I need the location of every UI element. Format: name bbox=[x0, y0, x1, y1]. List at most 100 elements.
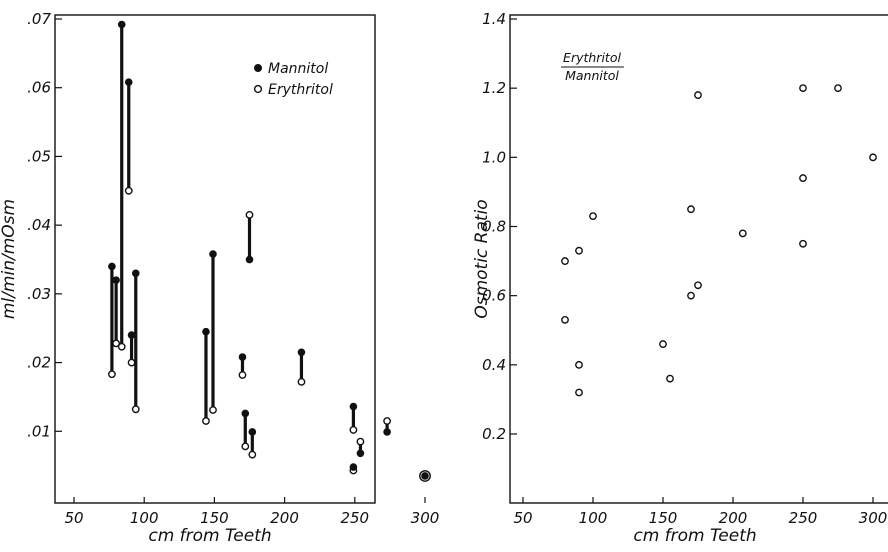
right-y-tick-label: 1.0 bbox=[482, 148, 506, 166]
mannitol-point bbox=[248, 428, 257, 436]
mannitol-point bbox=[131, 269, 140, 278]
legend-mannitol-marker bbox=[254, 63, 263, 72]
ratio-point bbox=[799, 84, 807, 93]
erythritol-point bbox=[383, 417, 391, 425]
ratio-annotation: Erythritol Mannitol bbox=[561, 50, 624, 83]
right-y-tick-label: 0.2 bbox=[482, 425, 506, 443]
left-legend: Mannitol Erythritol bbox=[253, 61, 333, 98]
left-y-tick-label: .03 bbox=[27, 285, 51, 303]
erythritol-point bbox=[202, 417, 210, 425]
mannitol-point bbox=[209, 250, 217, 258]
right-y-tick-label: 0.4 bbox=[482, 356, 506, 374]
left-chart: 50 100 150 200 250 300 .01.02.03.04.05.06.07 … bbox=[0, 10, 439, 546]
mannitol-point bbox=[297, 348, 306, 357]
mannitol-point bbox=[127, 331, 136, 339]
erythritol-point bbox=[245, 210, 254, 219]
right-x-tick-label: 300 bbox=[859, 509, 888, 527]
mannitol-point bbox=[245, 255, 254, 264]
left-x-tick-label: 300 bbox=[411, 509, 440, 527]
left-x-axis: 50 100 150 200 250 300 bbox=[64, 497, 439, 527]
erythritol-point bbox=[238, 371, 247, 379]
legend-erythritol-label: Erythritol bbox=[268, 82, 333, 98]
left-y-axis: .01 .02 .03 .04 .05 .06 .07 bbox=[27, 10, 62, 440]
ratio-numerator: Erythritol bbox=[563, 50, 621, 65]
ratio-denominator: Mannitol bbox=[565, 68, 619, 83]
mannitol-point bbox=[349, 463, 358, 471]
mannitol-point bbox=[383, 428, 391, 436]
left-x-tick-label: 50 bbox=[64, 509, 83, 527]
ratio-point bbox=[738, 229, 747, 238]
right-y-axis-title: Osmotic Ratio bbox=[472, 199, 492, 318]
left-y-tick-label: .01 bbox=[27, 422, 51, 440]
ratio-point bbox=[561, 257, 569, 265]
ratio-point bbox=[687, 291, 695, 300]
erythritol-point bbox=[356, 437, 365, 446]
mannitol-point bbox=[117, 20, 126, 29]
mannitol-point bbox=[349, 402, 358, 411]
erythritol-point bbox=[248, 450, 257, 459]
mannitol-point bbox=[238, 353, 247, 361]
right-y-tick-label: 1.4 bbox=[482, 10, 506, 28]
left-x-tick-label: 250 bbox=[340, 509, 369, 527]
erythritol-point bbox=[117, 342, 126, 351]
right-x-tick-label: 200 bbox=[719, 509, 748, 527]
ratio-point bbox=[561, 315, 569, 324]
right-x-tick-label: 250 bbox=[789, 509, 818, 527]
left-points bbox=[108, 20, 431, 482]
erythritol-point bbox=[297, 377, 306, 386]
ratio-point bbox=[799, 174, 807, 182]
ratio-point bbox=[687, 205, 695, 214]
right-y-axis: 0.2 0.4 0.6 0.8 1.0 1.2 1.4 bbox=[482, 10, 517, 443]
ratio-point bbox=[834, 84, 842, 93]
mannitol-point bbox=[241, 409, 250, 418]
mannitol-point bbox=[108, 262, 116, 271]
erythritol-point bbox=[209, 406, 217, 414]
mannitol-point bbox=[112, 276, 120, 284]
right-y-tick-label: 0.8 bbox=[482, 218, 506, 236]
left-y-axis-title: ml/min/mOsm bbox=[0, 199, 19, 319]
mannitol-point bbox=[124, 78, 133, 87]
erythritol-point bbox=[349, 426, 358, 434]
mannitol-point bbox=[202, 327, 210, 336]
ratio-point bbox=[575, 360, 583, 369]
erythritol-point bbox=[112, 339, 121, 348]
legend-mannitol-label: Mannitol bbox=[268, 61, 328, 77]
right-y-tick-label: 1.2 bbox=[482, 79, 506, 97]
right-x-tick-label: 50 bbox=[513, 509, 532, 527]
erythritol-point bbox=[108, 370, 116, 379]
right-points bbox=[561, 84, 877, 397]
left-x-tick-label: 150 bbox=[200, 509, 229, 527]
mannitol-point bbox=[356, 449, 365, 458]
left-x-tick-label: 100 bbox=[130, 509, 159, 527]
left-pair-lines bbox=[110, 24, 389, 455]
right-x-axis: 50 100 150 200 250 300 bbox=[513, 497, 887, 527]
erythritol-point bbox=[131, 405, 140, 414]
ratio-point bbox=[869, 153, 877, 162]
mannitol-point bbox=[421, 472, 429, 480]
right-x-axis-title: cm from Teeth bbox=[633, 526, 756, 546]
ratio-point bbox=[575, 246, 583, 255]
right-plot-frame bbox=[509, 14, 888, 504]
erythritol-point bbox=[127, 358, 136, 367]
left-y-tick-label: .02 bbox=[27, 354, 51, 372]
left-x-tick-label: 200 bbox=[270, 509, 299, 527]
left-y-tick-label: .05 bbox=[27, 147, 51, 165]
right-x-tick-label: 100 bbox=[579, 509, 608, 527]
right-chart: 50 100 150 200 250 300 0.20.40.60.81.01.21.4 … bbox=[472, 10, 888, 546]
legend-erythritol-marker bbox=[253, 84, 263, 94]
ratio-point bbox=[666, 374, 674, 383]
left-y-tick-label: .06 bbox=[27, 79, 51, 97]
left-plot-frame bbox=[54, 14, 376, 504]
erythritol-point bbox=[124, 186, 133, 195]
ratio-point bbox=[694, 281, 702, 290]
left-x-axis-title: cm from Teeth bbox=[148, 526, 271, 546]
ratio-point bbox=[694, 91, 702, 99]
ratio-point bbox=[575, 388, 583, 397]
right-y-tick-label: 0.6 bbox=[482, 287, 506, 305]
ratio-point bbox=[659, 340, 667, 348]
ratio-point bbox=[799, 239, 807, 248]
ratio-point bbox=[589, 212, 597, 221]
erythritol-point bbox=[241, 442, 250, 451]
left-y-tick-label: .07 bbox=[27, 10, 51, 28]
